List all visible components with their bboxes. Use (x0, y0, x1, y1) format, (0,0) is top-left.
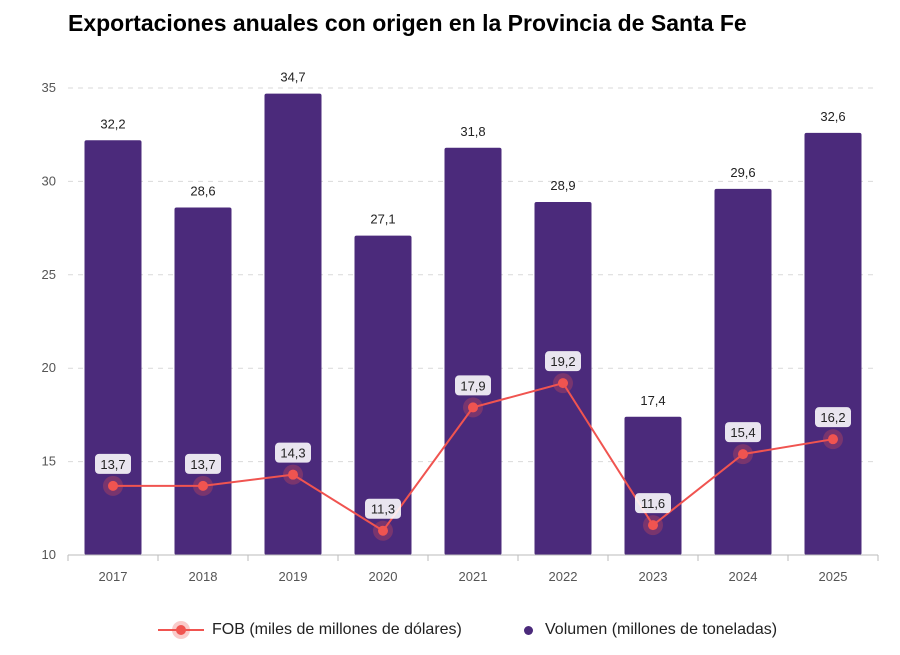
line-data-label: 13,7 (190, 457, 215, 472)
bar-2017 (84, 140, 142, 555)
legend-label-fob: FOB (miles de millones de dólares) (212, 621, 462, 638)
legend-label-volumen: Volumen (millones de toneladas) (545, 621, 778, 638)
bar-data-label: 28,9 (550, 178, 575, 193)
line-data-label: 13,7 (100, 457, 125, 472)
line-data-label: 14,3 (280, 446, 305, 461)
line-data-label: 11,3 (371, 502, 395, 517)
x-tick-label: 2020 (369, 569, 398, 584)
y-tick-label: 10 (42, 547, 56, 562)
line-point-2021 (468, 402, 478, 413)
line-label-box (455, 375, 491, 396)
y-tick-label: 25 (42, 267, 56, 282)
line-label-box (95, 453, 131, 474)
x-axis: 2017 2018 2019 2020 2021 2022 2023 2024 2025 (67, 554, 879, 584)
line-label-box (185, 453, 221, 474)
legend-item-volumen[interactable]: Volumen (millones de toneladas) (524, 612, 777, 648)
bar-data-label: 27,1 (370, 212, 395, 227)
bar-2024 (714, 188, 772, 555)
bar-2020 (354, 235, 412, 555)
y-tick-label: 20 (42, 360, 56, 375)
line-data-label: 11,6 (641, 496, 665, 511)
legend-marker-dot (176, 625, 186, 635)
legend-line-marker-icon (158, 620, 204, 640)
line-label-box (275, 442, 311, 463)
line-point-2017 (108, 480, 118, 491)
chart-title: Exportaciones anuales con origen en la P… (68, 10, 747, 36)
line-point-2019 (288, 469, 298, 480)
line-label-box (725, 422, 761, 443)
bar-2019 (264, 93, 322, 555)
line-data-label: 16,2 (820, 410, 845, 425)
line-point-2025 (828, 434, 838, 445)
x-tick-label: 2024 (729, 569, 758, 584)
bar-data-label: 31,8 (460, 124, 485, 139)
line-label-box (635, 493, 671, 514)
bar-2021 (444, 147, 502, 555)
bar-data-label: 32,6 (820, 109, 845, 124)
x-tick-label: 2019 (279, 569, 308, 584)
line-label-box (545, 351, 581, 372)
bar-data-label: 34,7 (280, 70, 305, 85)
line-point-2018 (198, 480, 208, 491)
line-series: 13,7 13,7 14,3 11,3 17,9 19,2 11,6 15,4 16,2 (95, 351, 851, 541)
bar-data-label: 29,6 (730, 165, 755, 180)
line-data-label: 15,4 (730, 425, 755, 440)
x-tick-label: 2021 (459, 569, 488, 584)
y-tick-label: 35 (42, 80, 56, 95)
x-tick-label: 2017 (99, 569, 128, 584)
x-tick-label: 2025 (819, 569, 848, 584)
x-tick-label: 2023 (639, 569, 668, 584)
legend: FOB (miles de millones de dólares) Volum… (0, 612, 900, 648)
bar-data-label: 28,6 (190, 184, 215, 199)
line-data-label: 17,9 (460, 378, 485, 393)
x-tick-label: 2022 (549, 569, 578, 584)
y-axis: 10 15 20 25 30 35 (42, 80, 56, 562)
bar-2018 (174, 207, 232, 555)
line-point-2023 (648, 520, 658, 531)
line-point-2020 (378, 525, 388, 536)
legend-circle-icon (524, 625, 533, 635)
bar-2023 (624, 416, 682, 555)
y-tick-label: 15 (42, 454, 56, 469)
y-tick-label: 30 (42, 173, 56, 188)
line-data-label: 19,2 (550, 354, 575, 369)
line-point-2024 (738, 449, 748, 460)
bar-data-label: 17,4 (640, 393, 665, 408)
line-point-2022 (558, 378, 568, 389)
line-label-box (815, 407, 851, 428)
bar-2025 (804, 132, 862, 555)
legend-item-fob[interactable]: FOB (miles de millones de dólares) (158, 612, 462, 648)
line-label-box (365, 498, 401, 519)
bar-data-label: 32,2 (100, 116, 125, 131)
x-tick-label: 2018 (189, 569, 218, 584)
